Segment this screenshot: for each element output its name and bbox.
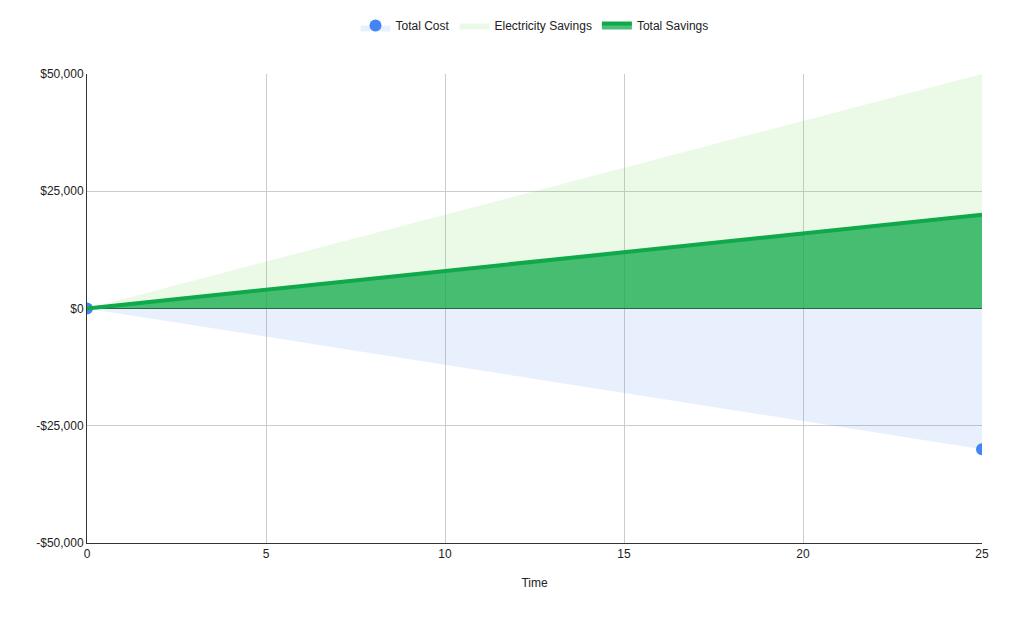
svg-text:$50,000: $50,000	[40, 67, 84, 81]
svg-text:-$50,000: -$50,000	[36, 536, 84, 550]
svg-text:$0: $0	[70, 302, 84, 316]
svg-text:5: 5	[263, 547, 270, 561]
svg-text:Total Cost: Total Cost	[396, 19, 450, 33]
svg-text:0: 0	[84, 547, 91, 561]
svg-text:25: 25	[975, 547, 989, 561]
svg-text:Electricity Savings: Electricity Savings	[495, 19, 592, 33]
svg-text:$25,000: $25,000	[40, 184, 84, 198]
svg-text:-$25,000: -$25,000	[36, 419, 84, 433]
svg-text:Total Savings: Total Savings	[637, 19, 708, 33]
svg-text:20: 20	[796, 547, 810, 561]
svg-text:Time: Time	[521, 576, 548, 590]
svg-text:10: 10	[438, 547, 452, 561]
svg-text:15: 15	[617, 547, 631, 561]
